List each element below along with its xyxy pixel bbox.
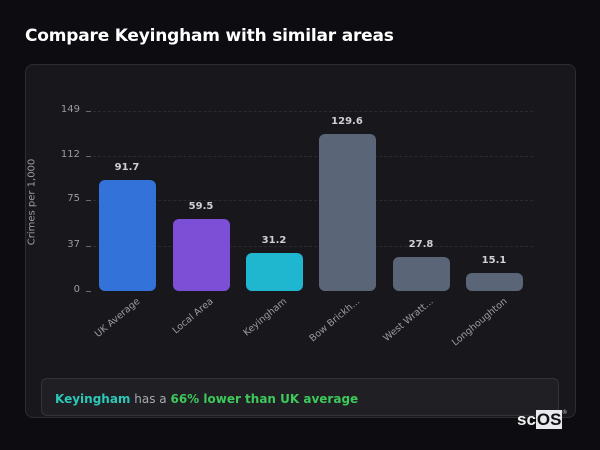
y-tick-mark bbox=[86, 111, 91, 112]
bar-value-label: 27.8 bbox=[408, 239, 434, 251]
bar-longhoughton[interactable] bbox=[465, 272, 523, 291]
bar-value-label: 31.2 bbox=[261, 235, 287, 247]
y-tick-label: 0 bbox=[73, 284, 80, 295]
gridline bbox=[93, 200, 533, 202]
comparison-summary: Keyingham has a 66% lower than UK averag… bbox=[41, 378, 559, 416]
y-tick-mark bbox=[86, 155, 91, 157]
scos-logo: scOS® bbox=[517, 410, 567, 430]
y-tick-mark bbox=[86, 200, 91, 202]
bar-value-label: 59.5 bbox=[188, 201, 214, 213]
logo-prefix: sc bbox=[517, 410, 536, 429]
y-tick-label: 37 bbox=[67, 239, 80, 251]
gridline bbox=[93, 246, 533, 248]
bar-value-label: 15.1 bbox=[481, 254, 507, 266]
page-title: Compare Keyingham with similar areas bbox=[25, 26, 394, 46]
logo-suffix: OS bbox=[535, 410, 563, 429]
y-tick-label: 149 bbox=[60, 104, 80, 115]
gridline bbox=[93, 155, 533, 157]
bar-local-area[interactable] bbox=[172, 219, 230, 291]
summary-difference: 66% lower than UK average bbox=[170, 392, 359, 406]
bar-value-label: 91.7 bbox=[114, 162, 140, 174]
y-tick-mark bbox=[86, 246, 91, 248]
registered-mark: ® bbox=[562, 410, 567, 416]
bar-uk-average[interactable] bbox=[98, 180, 156, 291]
gridline bbox=[93, 111, 533, 112]
bar-keyingham[interactable] bbox=[245, 253, 303, 291]
bar-value-label: 129.6 bbox=[331, 116, 363, 128]
y-axis-label: Crimes per 1,000 bbox=[26, 158, 38, 246]
summary-text: has a bbox=[130, 392, 171, 406]
summary-area: Keyingham bbox=[55, 392, 131, 406]
y-tick-label: 75 bbox=[67, 193, 80, 205]
bar-bow-brickh[interactable] bbox=[318, 134, 376, 291]
y-tick-label: 112 bbox=[60, 148, 80, 160]
y-tick-mark bbox=[86, 291, 91, 292]
bar-west-wratt[interactable] bbox=[392, 257, 450, 291]
